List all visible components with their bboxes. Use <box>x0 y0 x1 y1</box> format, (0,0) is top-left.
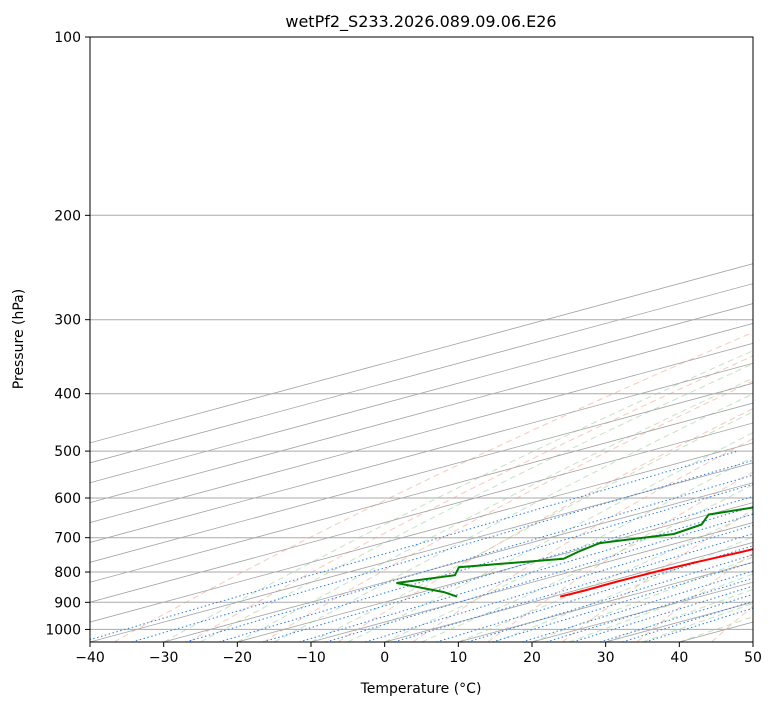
chart-title: wetPf2_S233.2026.089.09.06.E26 <box>285 12 556 32</box>
mixing-ratio-line <box>299 506 753 642</box>
y-tick-label: 900 <box>54 595 81 611</box>
dry-adiabat-line <box>113 331 753 642</box>
x-tick-label: −20 <box>223 650 253 666</box>
isotherm-line <box>90 263 753 444</box>
y-tick-label: 200 <box>54 208 81 224</box>
isotherm-line <box>605 601 753 642</box>
moist-adiabat-line <box>605 588 753 642</box>
moist-adiabat-line <box>163 350 753 642</box>
plot-frame <box>89 36 754 643</box>
x-tick-label: 50 <box>744 650 762 666</box>
y-tick-label: 700 <box>54 531 81 547</box>
temperature-profile-line <box>559 548 753 598</box>
isotherm-line <box>163 482 753 642</box>
mixing-ratio-line <box>131 459 753 642</box>
moist-adiabat-line <box>495 536 753 642</box>
mixing-ratio-line <box>492 561 753 642</box>
mixing-ratio-line <box>467 554 753 642</box>
mixing-ratio-line <box>365 524 753 642</box>
mixing-ratio-line <box>185 474 753 642</box>
dewpoint-profile-line <box>396 506 753 598</box>
isotherm-line <box>90 442 753 623</box>
moist-adiabat-line <box>531 556 753 642</box>
isotherm-line <box>310 522 753 642</box>
x-tick-label: 30 <box>597 650 615 666</box>
mixing-ratio-line <box>546 577 753 642</box>
isotherm-line <box>90 362 753 543</box>
moist-adiabat-line <box>421 484 753 642</box>
moist-adiabat-line <box>200 363 753 642</box>
y-tick-label: 1000 <box>45 622 81 638</box>
isotherm-line <box>90 402 753 583</box>
y-tick-label: 600 <box>54 491 81 507</box>
dry-adiabat-line <box>636 552 753 642</box>
sounding-profiles <box>396 506 753 598</box>
dry-adiabat-line <box>337 408 753 642</box>
y-tick-label: 800 <box>54 565 81 581</box>
mixing-ratio-line <box>262 495 753 642</box>
mixing-ratio-line <box>325 513 753 642</box>
moist-adiabat-line <box>273 393 753 642</box>
isotherm-line <box>458 561 753 642</box>
x-tick-label: 40 <box>670 650 688 666</box>
isotherm-line <box>752 641 753 642</box>
moist-adiabat-line <box>568 573 753 642</box>
y-tick-label: 100 <box>54 30 81 46</box>
isotherm-line <box>90 422 753 603</box>
dry-adiabat-line <box>188 355 753 642</box>
isotherm-line <box>531 581 753 642</box>
x-tick-label: −30 <box>149 650 179 666</box>
y-axis: 100 200 300 400 500 600 700 800 900 1000 <box>45 30 90 638</box>
isotherm-line <box>90 342 753 523</box>
x-tick-label: 10 <box>449 650 467 666</box>
moist-adiabat-line <box>458 511 753 642</box>
isotherm-line <box>90 462 753 642</box>
y-tick-label: 500 <box>54 444 81 460</box>
moist-adiabat-line <box>310 411 753 642</box>
y-tick-label: 400 <box>54 387 81 403</box>
mixing-ratio-line <box>599 593 753 642</box>
dry-adiabat-line <box>487 471 753 642</box>
dry-adiabat-line <box>263 380 753 642</box>
isotherm-line <box>90 323 753 504</box>
isotherm-line <box>90 382 753 563</box>
y-tick-label: 300 <box>54 313 81 329</box>
x-tick-label: 0 <box>380 650 389 666</box>
isotherm-line <box>90 303 753 484</box>
isotherm-line <box>90 283 753 464</box>
x-tick-label: −10 <box>296 650 326 666</box>
mixing-ratio-line <box>394 533 753 642</box>
x-axis-title: Temperature (°C) <box>360 681 482 697</box>
y-axis-title: Pressure (hPa) <box>11 289 27 389</box>
moist-adiabat-line <box>347 431 753 642</box>
mixing-ratio-line <box>218 483 753 642</box>
x-tick-label: −40 <box>75 650 105 666</box>
x-axis: −40 −30 −20 −10 0 10 20 30 40 50 <box>75 642 762 666</box>
moist-adiabat-line <box>642 602 753 642</box>
background-lines <box>90 37 753 642</box>
mixing-ratio-line <box>90 450 739 641</box>
x-tick-label: 20 <box>523 650 541 666</box>
